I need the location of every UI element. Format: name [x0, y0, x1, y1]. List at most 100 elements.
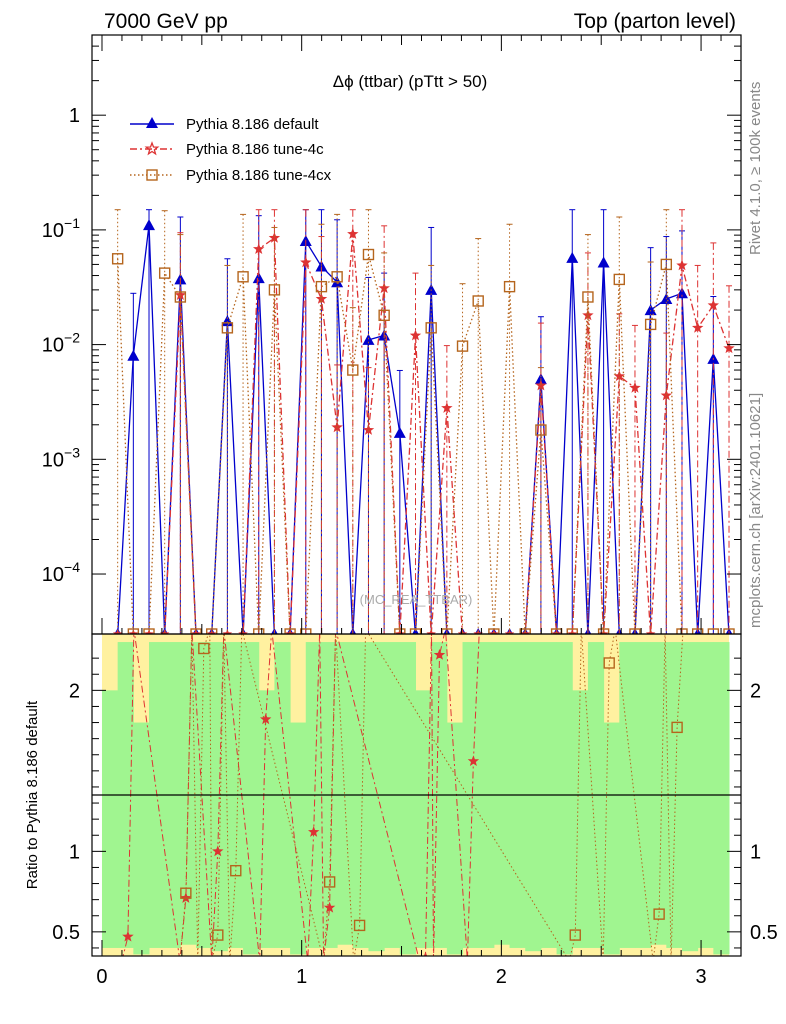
marker-star	[253, 243, 265, 254]
marker-square	[268, 284, 281, 296]
ratio-band-inner	[681, 642, 699, 952]
marker-star	[347, 228, 359, 239]
ratio-marker-star	[467, 755, 480, 766]
marker-square	[723, 628, 735, 634]
ratio-y-tick-label-right: 1	[750, 841, 761, 863]
ratio-band-inner	[446, 722, 464, 955]
marker-star	[723, 342, 735, 354]
x-tick-label: 0	[96, 966, 107, 988]
marker-square	[441, 628, 453, 634]
marker-star	[441, 402, 453, 413]
marker-star	[409, 329, 422, 341]
marker-star	[567, 629, 577, 634]
x-tick-label: 1	[296, 966, 307, 988]
marker-square	[315, 280, 328, 293]
mcplots-reference-label: mcplots.cern.ch [arXiv:2401.10621]	[747, 393, 764, 628]
header-process-label: Top (parton level)	[574, 10, 736, 33]
ratio-band-inner	[399, 642, 417, 955]
marker-square	[535, 424, 547, 436]
ratio-band-inner	[493, 642, 511, 945]
y-tick-label: 10−3	[42, 444, 80, 471]
ratio-marker-star	[433, 648, 446, 660]
header-energy-label: 7000 GeV pp	[104, 10, 228, 33]
ratio-marker-star	[419, 951, 432, 956]
marker-star	[144, 629, 154, 634]
marker-square	[597, 628, 610, 634]
series-line-2	[117, 254, 683, 634]
axis-ticks	[92, 34, 741, 956]
legend: Pythia 8.186 default Pythia 8.186 tune-4…	[130, 116, 332, 184]
marker-star	[191, 629, 201, 634]
analysis-label: (MC_REA_TTBAR)	[360, 592, 473, 607]
marker-star	[457, 629, 468, 634]
marker-square	[644, 318, 657, 331]
legend-label-tune4cx: Pythia 8.186 tune-4cx	[186, 167, 332, 184]
ratio-ylabel: Ratio to Pythia 8.186 default	[24, 700, 41, 889]
marker-square	[331, 271, 343, 283]
marker-square	[409, 628, 422, 634]
marker-square	[707, 628, 720, 634]
ratio-marker-square	[212, 929, 224, 941]
ratio-marker-square	[653, 908, 665, 920]
ratio-band-inner	[650, 642, 667, 945]
ratio-band-inner	[368, 642, 385, 952]
marker-star	[268, 232, 281, 243]
ratio-marker-star	[122, 930, 134, 942]
marker-triangle	[362, 333, 375, 345]
legend-entry-default: Pythia 8.186 default	[130, 116, 319, 133]
marker-square	[519, 628, 531, 634]
ratio-y-tick-label-right: 0.5	[750, 922, 778, 944]
marker-star	[692, 321, 704, 333]
marker-square	[613, 273, 625, 286]
main-panel-series	[111, 209, 735, 634]
marker-square	[566, 628, 578, 634]
marker-square	[158, 267, 171, 279]
legend-square-marker	[146, 169, 158, 181]
legend-star-marker	[144, 141, 160, 156]
legend-triangle-marker	[146, 117, 158, 128]
marker-star	[426, 629, 436, 634]
marker-star	[676, 259, 688, 271]
marker-star	[112, 629, 123, 634]
marker-triangle	[315, 260, 328, 272]
marker-triangle	[252, 272, 265, 284]
ratio-marker-star	[260, 713, 272, 725]
marker-square	[253, 628, 265, 634]
series-line-0	[117, 225, 730, 634]
legend-entry-tune4c: Pythia 8.186 tune-4c	[130, 141, 324, 158]
marker-square	[582, 291, 594, 303]
ratio-band-inner	[133, 722, 150, 955]
ratio-y-tick-label-left: 0.5	[52, 922, 80, 944]
ratio-panel-series	[122, 634, 684, 956]
ratio-marker-star	[212, 845, 224, 857]
ratio-band-inner	[211, 642, 228, 952]
ratio-marker-square	[198, 642, 210, 655]
marker-square	[488, 628, 500, 634]
marker-star	[504, 629, 515, 634]
marker-triangle	[127, 349, 140, 361]
ratio-band-inner	[258, 690, 275, 948]
y-tick-label: 1	[69, 105, 80, 127]
marker-star	[551, 629, 562, 634]
marker-square	[378, 309, 390, 322]
marker-star	[645, 629, 656, 634]
rivet-version-label: Rivet 4.1.0, ≥ 100k events	[747, 82, 764, 255]
marker-triangle	[644, 304, 657, 316]
ratio-marker-star	[180, 892, 192, 903]
ratio-band-inner	[337, 642, 354, 945]
ratio-band-inner	[713, 642, 730, 955]
marker-square	[660, 258, 673, 271]
marker-square	[362, 248, 375, 261]
ratio-marker-square	[603, 657, 615, 669]
ratio-marker-square	[671, 721, 683, 734]
ratio-band-inner	[415, 690, 432, 948]
marker-square	[503, 280, 516, 293]
ratio-band-inner	[243, 642, 260, 955]
marker-star	[378, 282, 390, 294]
legend-label-default: Pythia 8.186 default	[186, 116, 319, 133]
chart-title: Δϕ (ttbar) (pTtt > 50)	[333, 72, 488, 91]
ratio-marker-star	[308, 826, 320, 837]
marker-square	[221, 322, 234, 334]
marker-triangle	[393, 426, 406, 438]
